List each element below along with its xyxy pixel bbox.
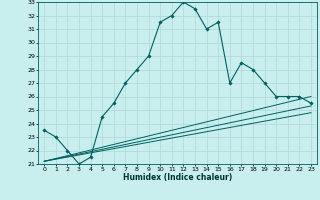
X-axis label: Humidex (Indice chaleur): Humidex (Indice chaleur): [123, 173, 232, 182]
